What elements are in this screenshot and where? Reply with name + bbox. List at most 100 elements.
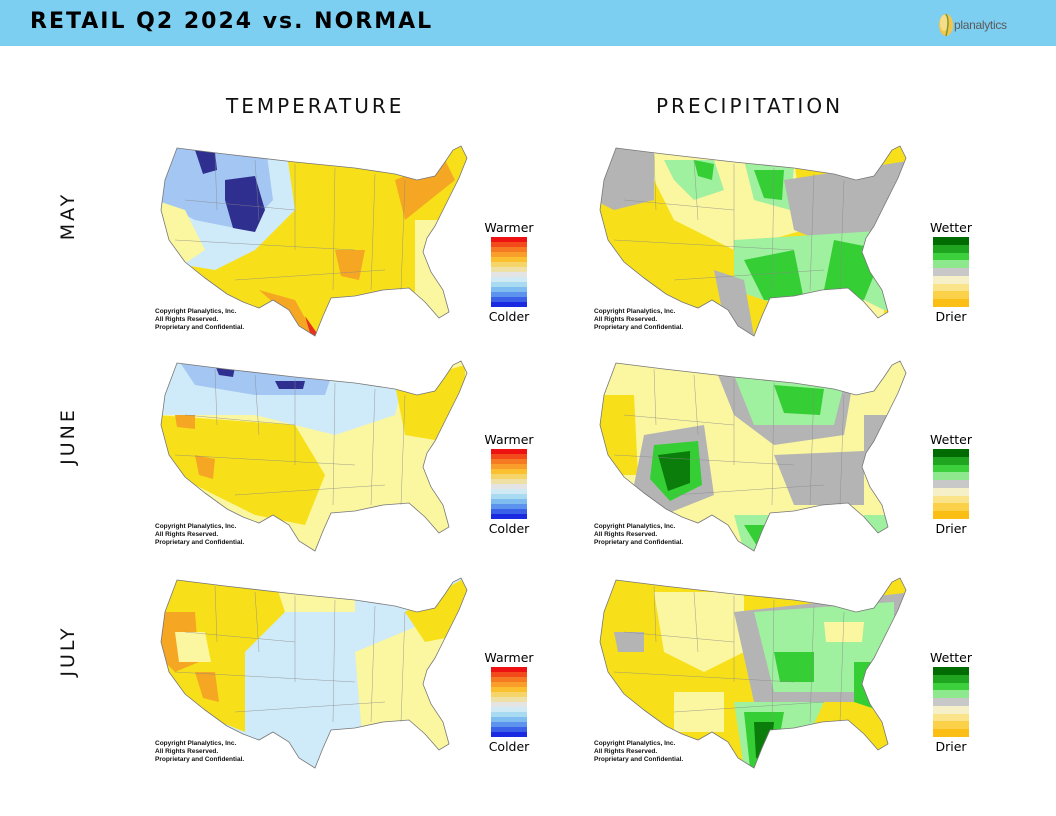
legend-temperature-june: Warmer Colder xyxy=(479,432,539,542)
copyright-note: Copyright Planalytics, Inc. All Rights Re… xyxy=(594,308,684,331)
legend-swatch xyxy=(491,514,527,519)
legend-swatch xyxy=(491,449,527,454)
map-may-precipitation: Copyright Planalytics, Inc. All Rights Re… xyxy=(594,140,914,340)
legend-swatch xyxy=(491,667,527,672)
legend-swatch xyxy=(491,282,527,287)
map-june-temperature: Copyright Planalytics, Inc. All Rights Re… xyxy=(155,355,475,555)
legend-swatch xyxy=(491,499,527,504)
legend-swatch xyxy=(933,291,969,300)
temperature-color-scale xyxy=(491,237,527,307)
legend-swatch xyxy=(491,262,527,267)
legend-swatch xyxy=(491,722,527,727)
precipitation-color-scale xyxy=(933,237,969,308)
row-header-may: MAY xyxy=(57,191,79,241)
legend-swatch xyxy=(933,698,969,706)
legend-warmer-label: Warmer xyxy=(484,650,534,665)
map-june-precipitation: Copyright Planalytics, Inc. All Rights Re… xyxy=(594,355,914,555)
legend-swatch xyxy=(491,682,527,687)
legend-swatch xyxy=(933,705,969,714)
temperature-color-scale xyxy=(491,449,527,519)
legend-swatch xyxy=(933,674,969,683)
page-title: RETAIL Q2 2024 vs. NORMAL xyxy=(30,9,434,34)
copyright-note: Copyright Planalytics, Inc. All Rights Re… xyxy=(594,740,684,763)
legend-swatch xyxy=(491,692,527,697)
legend-swatch xyxy=(933,299,969,308)
map-may-temperature: Copyright Planalytics, Inc. All Rights Re… xyxy=(155,140,475,340)
legend-swatch xyxy=(491,272,527,277)
legend-swatch xyxy=(491,727,527,732)
legend-swatch xyxy=(491,697,527,702)
legend-swatch xyxy=(933,252,969,261)
legend-swatch xyxy=(491,732,527,737)
legend-drier-label: Drier xyxy=(935,521,967,536)
legend-swatch xyxy=(933,729,969,738)
logo-text: planalytics xyxy=(954,18,1007,32)
legend-swatch xyxy=(933,237,969,245)
precipitation-color-scale xyxy=(933,667,969,738)
legend-swatch xyxy=(491,297,527,302)
legend-warmer-label: Warmer xyxy=(484,220,534,235)
map-july-precipitation: Copyright Planalytics, Inc. All Rights Re… xyxy=(594,572,914,772)
legend-swatch xyxy=(933,480,969,488)
column-header-temperature: TEMPERATURE xyxy=(226,94,405,118)
legend-swatch xyxy=(491,712,527,717)
map-july-temperature: Copyright Planalytics, Inc. All Rights Re… xyxy=(155,572,475,772)
legend-swatch xyxy=(933,667,969,675)
legend-swatch xyxy=(933,511,969,520)
legend-swatch xyxy=(933,449,969,457)
legend-swatch xyxy=(491,292,527,297)
legend-swatch xyxy=(491,237,527,242)
legend-swatch xyxy=(491,247,527,252)
legend-swatch xyxy=(491,302,527,307)
legend-swatch xyxy=(491,484,527,489)
us-map-june-temperature xyxy=(160,360,468,552)
legend-swatch xyxy=(491,717,527,722)
legend-swatch xyxy=(491,252,527,257)
row-header-july: JULY xyxy=(57,625,79,677)
legend-colder-label: Colder xyxy=(488,309,530,324)
precipitation-color-scale xyxy=(933,449,969,520)
legend-swatch xyxy=(491,489,527,494)
legend-swatch xyxy=(933,260,969,269)
us-map-july-temperature xyxy=(160,577,468,769)
legend-swatch xyxy=(491,454,527,459)
legend-swatch xyxy=(491,677,527,682)
legend-wetter-label: Wetter xyxy=(930,432,972,447)
legend-swatch xyxy=(491,287,527,292)
legend-wetter-label: Wetter xyxy=(930,650,972,665)
legend-swatch xyxy=(933,721,969,730)
header-bar: RETAIL Q2 2024 vs. NORMAL planalytics xyxy=(0,0,1056,46)
us-map-may-temperature xyxy=(160,145,468,337)
legend-swatch xyxy=(491,707,527,712)
legend-wetter-label: Wetter xyxy=(930,220,972,235)
legend-swatch xyxy=(491,479,527,484)
legend-swatch xyxy=(933,464,969,473)
legend-swatch xyxy=(491,702,527,707)
legend-swatch xyxy=(933,268,969,276)
legend-swatch xyxy=(933,495,969,504)
legend-swatch xyxy=(933,682,969,691)
legend-swatch xyxy=(933,713,969,722)
row-header-june: JUNE xyxy=(57,407,79,465)
legend-swatch xyxy=(491,257,527,262)
legend-colder-label: Colder xyxy=(488,739,530,754)
legend-swatch xyxy=(491,504,527,509)
legend-swatch xyxy=(491,494,527,499)
legend-swatch xyxy=(491,267,527,272)
legend-temperature-july: Warmer Colder xyxy=(479,650,539,760)
logo-mark-icon xyxy=(939,13,953,37)
legend-swatch xyxy=(491,464,527,469)
legend-swatch xyxy=(491,277,527,282)
us-map-july-precipitation xyxy=(599,577,907,769)
legend-swatch xyxy=(933,283,969,292)
copyright-note: Copyright Planalytics, Inc. All Rights Re… xyxy=(155,740,245,763)
legend-drier-label: Drier xyxy=(935,739,967,754)
legend-colder-label: Colder xyxy=(488,521,530,536)
legend-drier-label: Drier xyxy=(935,309,967,324)
copyright-note: Copyright Planalytics, Inc. All Rights Re… xyxy=(594,523,684,546)
column-header-precipitation: PRECIPITATION xyxy=(656,94,844,118)
legend-swatch xyxy=(491,469,527,474)
legend-precipitation-may: Wetter Drier xyxy=(921,220,981,330)
legend-swatch xyxy=(933,503,969,512)
legend-swatch xyxy=(491,459,527,464)
